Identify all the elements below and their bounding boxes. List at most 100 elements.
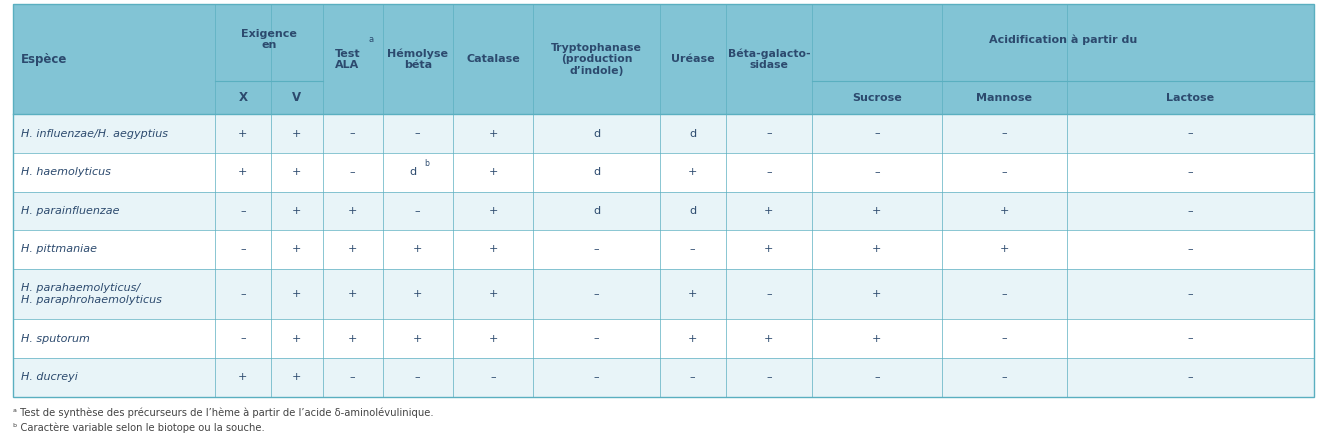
Text: –: – [240,206,245,216]
Text: –: – [593,334,600,344]
Text: +: + [764,206,774,216]
Text: +: + [872,334,881,344]
Text: +: + [488,129,498,138]
Text: +: + [292,206,301,216]
Text: –: – [874,167,880,177]
Bar [13,153,1314,191]
Text: –: – [1002,334,1007,344]
Text: –: – [690,245,695,254]
Text: d: d [689,206,697,216]
Text: +: + [488,245,498,254]
Text: H. sputorum: H. sputorum [21,334,90,344]
Text: +: + [999,245,1009,254]
Text: –: – [350,129,356,138]
Text: Espèce: Espèce [21,53,68,66]
Text: H. influenzae/H. aegyptius: H. influenzae/H. aegyptius [21,129,169,138]
Text: +: + [488,289,498,299]
Text: H. ducreyi: H. ducreyi [21,372,78,382]
Text: H. parahaemolyticus/
H. paraphrohaemolyticus: H. parahaemolyticus/ H. paraphrohaemolyt… [21,283,162,305]
Bar [13,191,1314,230]
Text: Hémolyse
béta: Hémolyse béta [387,48,449,70]
Text: –: – [1188,372,1193,382]
Text: –: – [766,167,771,177]
Text: –: – [1002,167,1007,177]
Text: –: – [415,129,421,138]
Text: –: – [415,372,421,382]
Text: +: + [872,289,881,299]
Text: +: + [348,245,357,254]
Text: +: + [764,245,774,254]
Text: –: – [1002,372,1007,382]
Text: Sucrose: Sucrose [852,93,901,103]
Text: X: X [239,91,247,104]
Text: +: + [292,289,301,299]
Text: –: – [240,289,245,299]
Text: V: V [292,91,301,104]
Text: H. pittmaniae: H. pittmaniae [21,245,97,254]
Text: +: + [488,334,498,344]
Text: ᵇ Caractère variable selon le biotope ou la souche.: ᵇ Caractère variable selon le biotope ou… [13,423,265,433]
Bar [13,4,1314,396]
Text: +: + [292,167,301,177]
Text: –: – [1188,206,1193,216]
Text: +: + [238,167,248,177]
Text: –: – [766,289,771,299]
Text: –: – [766,129,771,138]
Text: b: b [425,159,429,168]
Text: d: d [409,167,417,177]
Text: –: – [350,167,356,177]
Text: –: – [1002,289,1007,299]
Text: d: d [593,129,600,138]
Text: –: – [690,372,695,382]
Text: +: + [689,167,698,177]
Text: –: – [1002,129,1007,138]
Text: Uréase: Uréase [671,54,714,65]
Text: –: – [1188,289,1193,299]
Text: d: d [593,206,600,216]
Text: –: – [593,289,600,299]
Text: –: – [1188,129,1193,138]
Text: +: + [292,245,301,254]
Bar [13,114,1314,153]
Text: –: – [350,372,356,382]
Text: Lactose: Lactose [1166,93,1214,103]
Text: –: – [874,129,880,138]
Text: +: + [348,206,357,216]
Text: –: – [593,245,600,254]
Text: –: – [1188,245,1193,254]
Text: –: – [1188,334,1193,344]
Text: –: – [240,334,245,344]
Text: +: + [488,167,498,177]
Text: +: + [348,289,357,299]
Text: +: + [348,334,357,344]
Text: Acidification à partir du: Acidification à partir du [989,34,1137,45]
Text: +: + [689,334,698,344]
Text: +: + [689,289,698,299]
Text: Tryptophanase
(production
d’indole): Tryptophanase (production d’indole) [551,43,642,76]
Text: –: – [593,372,600,382]
Text: –: – [874,372,880,382]
Text: –: – [491,372,496,382]
Text: +: + [292,372,301,382]
Text: –: – [1188,167,1193,177]
Text: –: – [766,372,771,382]
Text: Mannose: Mannose [977,93,1032,103]
Text: +: + [872,206,881,216]
Text: +: + [238,129,248,138]
Bar [13,269,1314,319]
Text: –: – [240,245,245,254]
Bar [13,230,1314,269]
Text: H. haemolyticus: H. haemolyticus [21,167,111,177]
Bar [13,4,1314,114]
Bar [13,319,1314,358]
Text: +: + [413,334,422,344]
Text: +: + [999,206,1009,216]
Text: +: + [764,334,774,344]
Text: +: + [413,289,422,299]
Bar [13,358,1314,396]
Text: Exigence
en: Exigence en [242,29,297,50]
Text: +: + [872,245,881,254]
Text: +: + [292,129,301,138]
Text: ᵃ Test de synthèse des précurseurs de l’hème à partir de l’acide δ-aminolévulini: ᵃ Test de synthèse des précurseurs de l’… [13,408,434,418]
Text: +: + [413,245,422,254]
